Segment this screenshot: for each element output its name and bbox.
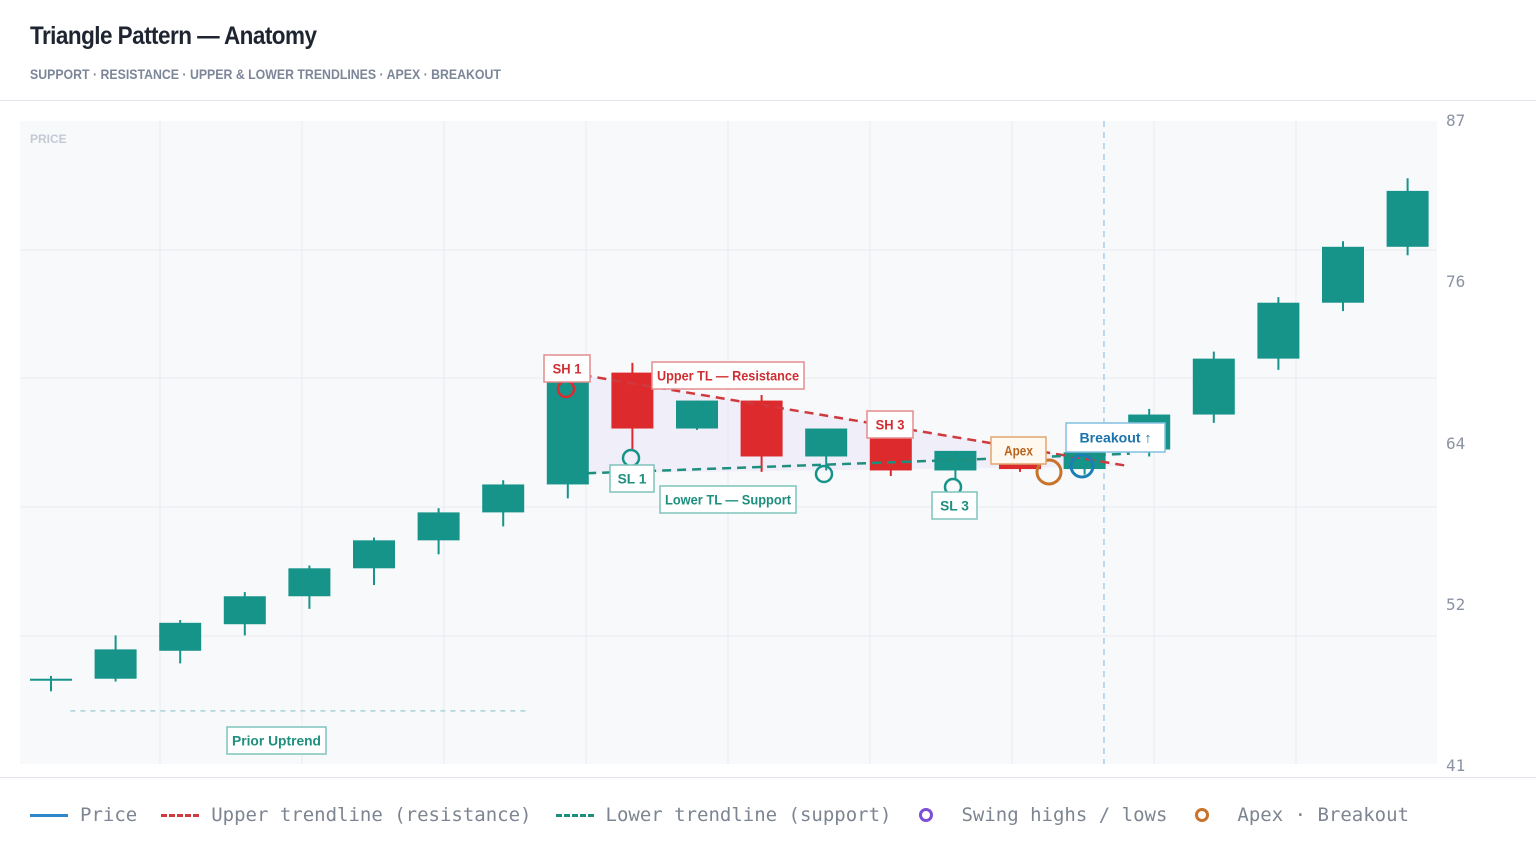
y-tick-label: 64 [1446,434,1465,453]
chart-legend: Price Upper trendline (resistance) Lower… [30,804,1433,826]
candle-body [1386,190,1429,247]
candlestick [417,508,460,555]
annotation-box [651,361,805,390]
swing-low-marker [814,464,834,484]
legend-label-upper-trendline: Upper trendline (resistance) [211,804,532,826]
y-tick-label: 41 [1446,756,1465,775]
candle-body [94,649,137,679]
annotation-label: SL 1 [609,464,655,493]
candle-body [546,372,589,485]
annotation-box [866,410,914,439]
candlestick-chart: 87 76 64 52 41 PRICE Prior Uptrend SH 1 SL 1 Uppe… [20,111,1465,775]
annotation-text: Prior Uptrend [232,733,321,749]
annotation-box [990,436,1047,465]
legend-item-lower-trendline: Lower trendline (support) [555,804,892,826]
legend-label-lower-trendline: Lower trendline (support) [605,804,892,826]
annotation-text: Apex [1004,443,1033,459]
legend-item-apex: Apex · Breakout [1191,804,1409,826]
y-tick-label: 76 [1446,272,1465,291]
candle-body [805,428,848,457]
y-axis-label: PRICE [30,132,67,146]
annotation-label: Lower TL — Support [659,485,797,514]
annotation-box [543,354,591,383]
annotation-text: Breakout ↑ [1080,430,1152,446]
candle-body [1257,302,1300,359]
candle-body [740,400,783,457]
legend-item-upper-trendline: Upper trendline (resistance) [161,804,532,826]
annotation-text: SL 3 [940,498,969,514]
annotation-text: SL 1 [618,471,647,487]
legend-swatch-price [30,813,68,817]
candlestick [1192,351,1235,423]
candlestick [159,620,202,664]
annotation-label: Apex [990,436,1047,465]
annotation-box [1065,422,1166,453]
legend-item-swing: Swing highs / lows [915,804,1167,826]
annotation-box [931,491,978,520]
candlestick [1386,178,1429,256]
candlestick [740,394,783,472]
candle-body [353,540,395,569]
breakout-marker [1069,453,1095,479]
annotation-text: SH 1 [553,361,582,377]
legend-label-apex: Apex · Breakout [1237,804,1409,826]
candlestick [1257,297,1300,370]
candlestick [94,635,137,682]
chart-subtitle: SUPPORT · RESISTANCE · UPPER & LOWER TRE… [30,66,501,82]
y-tick-label: 52 [1446,595,1465,614]
candlestick [353,537,395,586]
legend-label-price: Price [80,804,138,826]
legend-swatch-lower-trendline [555,813,594,817]
candlestick [30,675,72,692]
annotation-label: Upper TL — Resistance [651,361,805,390]
annotation-label: Breakout ↑ [1065,422,1166,453]
candle-body [417,512,460,541]
annotation-label: Prior Uptrend [226,726,327,755]
candlestick [546,372,589,499]
chart-legend-bar: Price Upper trendline (resistance) Lower… [0,777,1536,861]
candle-body [482,484,525,513]
candle-body [1322,246,1364,303]
candlestick [223,592,266,636]
candle-body [676,400,718,429]
swing-high-marker [750,404,770,424]
chart-header: Triangle Pattern — Anatomy SUPPORT · RES… [0,0,1536,101]
candlestick [805,428,848,471]
candle-body [223,596,266,625]
triangle-shading [567,372,1130,474]
legend-label-swing: Swing highs / lows [961,804,1168,826]
legend-swatch-apex-icon [1195,808,1210,822]
annotation-text: Lower TL — Support [665,492,791,508]
annotation-box [226,726,327,755]
annotation-box [609,464,655,493]
candlestick [288,565,331,609]
apex-marker [1035,458,1063,486]
chart-title: Triangle Pattern — Anatomy [30,22,317,50]
annotation-label: SH 1 [543,354,591,383]
annotation-text: SH 3 [876,417,905,433]
annotation-label: SL 3 [931,491,978,520]
candle-body [30,678,72,681]
y-tick-label: 87 [1446,111,1465,130]
legend-swatch-upper-trendline [161,813,200,817]
annotation-box [659,485,797,514]
legend-item-price: Price [30,804,137,826]
candle-body [288,568,331,597]
candlestick [1322,241,1364,312]
annotation-label: SH 3 [866,410,914,439]
legend-swatch-swing-icon [919,808,934,822]
annotation-text: Upper TL — Resistance [657,368,799,384]
candlestick [482,480,525,527]
candlestick [676,400,718,430]
candle-body [159,622,202,651]
candle-body [1192,358,1235,415]
